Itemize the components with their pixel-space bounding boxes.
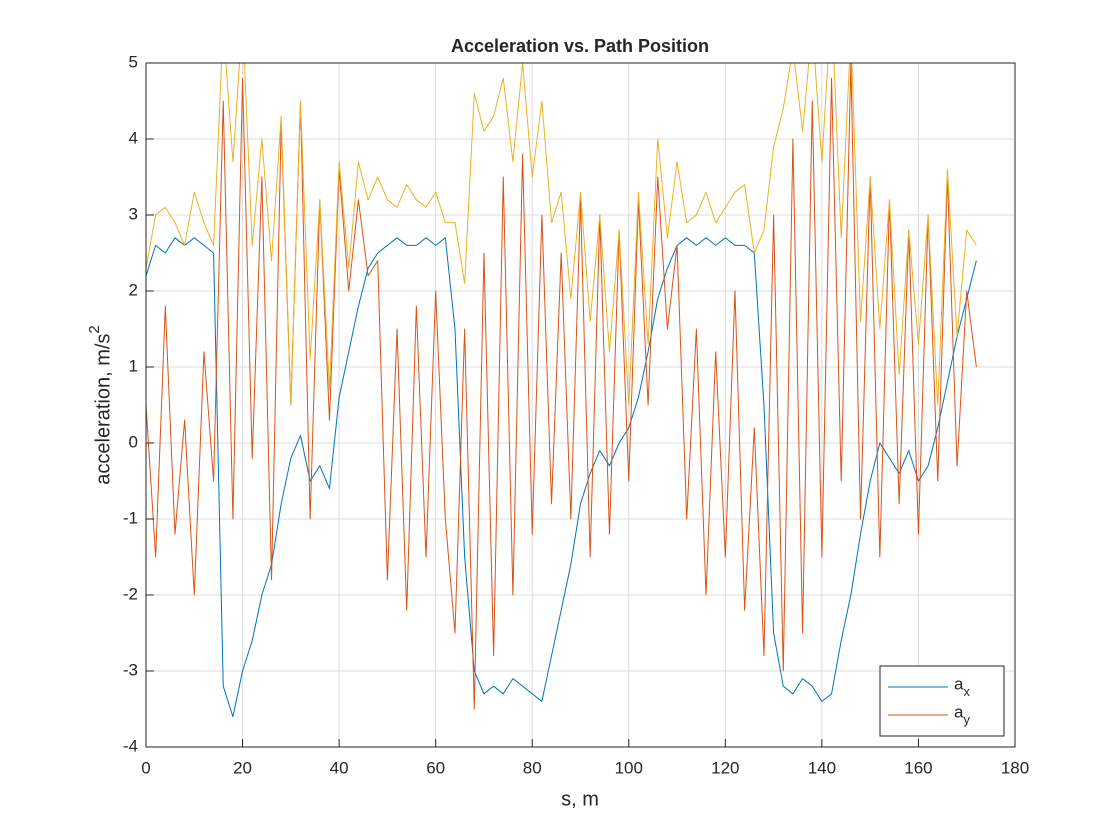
y-tick-label: 1	[129, 356, 138, 375]
x-tick-label: 80	[523, 758, 542, 777]
y-tick-label: -2	[123, 584, 138, 603]
plot-area	[146, 63, 1015, 747]
y-tick-label: 4	[129, 128, 138, 147]
legend-box	[879, 665, 1005, 737]
y-axis-label: acceleration, m/s2	[86, 325, 114, 485]
x-tick-label: 140	[808, 758, 836, 777]
lines	[146, 63, 977, 718]
x-tick-label: 120	[711, 758, 739, 777]
x-tick-label: 160	[904, 758, 932, 777]
y-tick-label: -1	[123, 508, 138, 527]
y-tick-label: 2	[129, 280, 138, 299]
y-tick-label: 0	[129, 432, 138, 451]
x-tick-label: 40	[330, 758, 349, 777]
series-line	[146, 237, 977, 718]
y-tick-label: -3	[123, 660, 138, 679]
series-line	[146, 63, 977, 406]
x-tick-label: 20	[233, 758, 252, 777]
x-tick-label: 100	[615, 758, 643, 777]
y-tick-label: 3	[129, 204, 138, 223]
x-axis-label: s, m	[561, 788, 599, 810]
y-tick-label: 5	[129, 52, 138, 71]
axes-box	[145, 62, 1016, 748]
chart-title: Acceleration vs. Path Position	[451, 36, 709, 56]
x-tick-label: 60	[426, 758, 445, 777]
x-tick-label: 0	[141, 758, 150, 777]
y-tick-label: -4	[123, 736, 138, 755]
x-tick-label: 180	[1001, 758, 1029, 777]
ticks: 0 20 40 60 80 100 120 140 160 180 -4 -3 -2 -1 0 1 2 3 4 5	[123, 52, 1029, 777]
